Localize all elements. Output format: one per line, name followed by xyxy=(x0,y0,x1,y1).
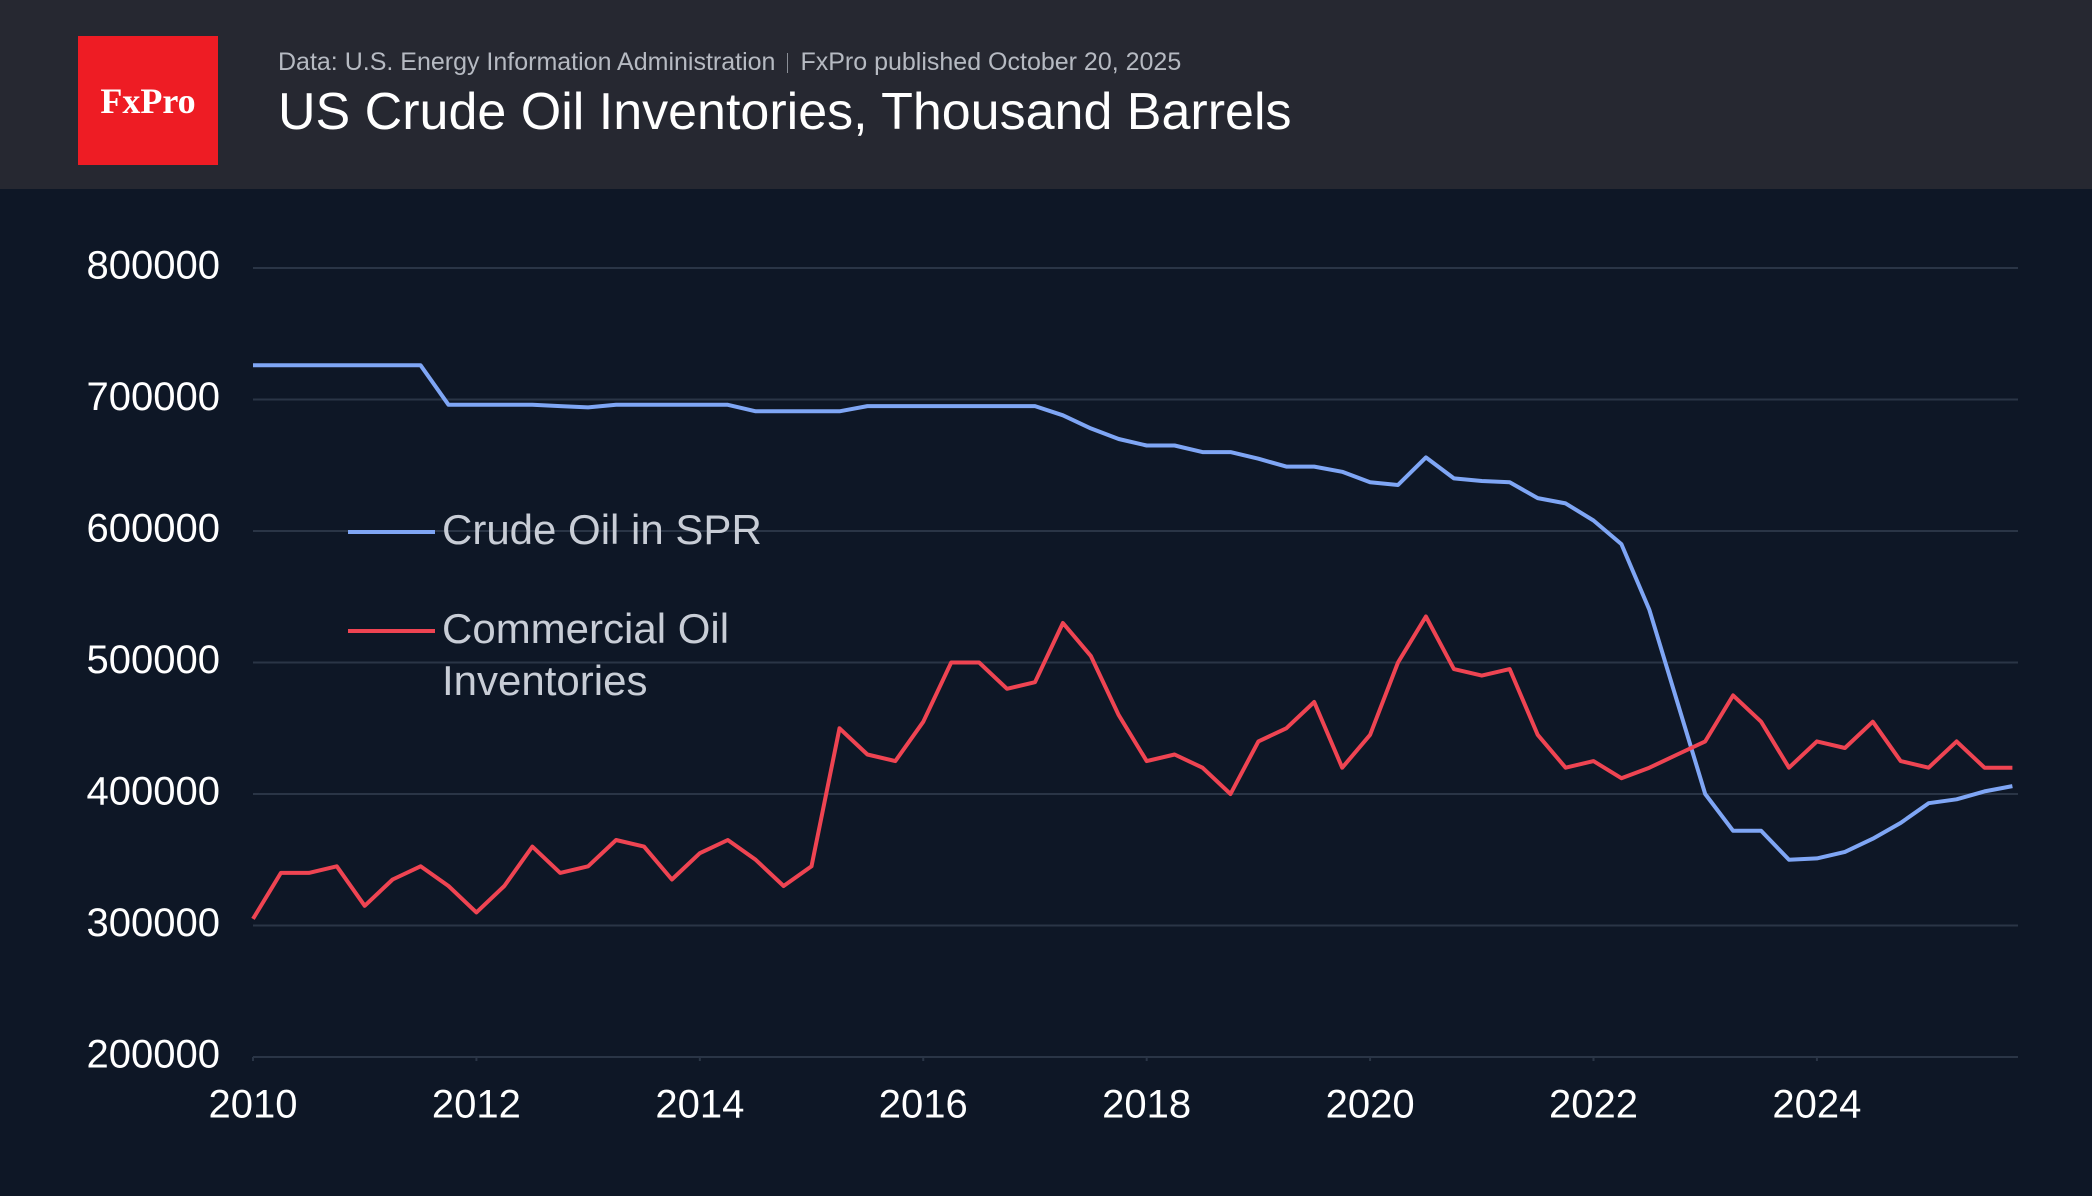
x-tick-label: 2014 xyxy=(655,1083,744,1127)
header: FxPro Data: U.S. Energy Information Admi… xyxy=(0,0,2092,189)
x-tick-label: 2012 xyxy=(432,1083,521,1127)
y-tick-label: 200000 xyxy=(87,1033,220,1077)
series-line xyxy=(251,614,2013,920)
published: FxPro published October 20, 2025 xyxy=(800,48,1182,76)
source-line: Data: U.S. Energy Information Administra… xyxy=(278,48,1181,77)
x-tick-label: 2010 xyxy=(209,1083,298,1127)
y-tick-label: 600000 xyxy=(87,507,220,551)
y-tick-label: 500000 xyxy=(87,638,220,682)
chart-title: US Crude Oil Inventories, Thousand Barre… xyxy=(278,83,1292,141)
logo: FxPro xyxy=(78,36,218,165)
x-tick-label: 2020 xyxy=(1326,1083,1415,1127)
separator xyxy=(787,53,789,74)
y-tick-label: 300000 xyxy=(87,901,220,945)
y-tick-label: 800000 xyxy=(87,244,220,288)
y-tick-label: 700000 xyxy=(87,375,220,419)
legend-label: Commercial Oil Inventories xyxy=(442,605,730,704)
source: Data: U.S. Energy Information Administra… xyxy=(278,48,776,76)
y-tick-label: 400000 xyxy=(87,770,220,814)
series-line xyxy=(253,363,2013,862)
x-tick-label: 2024 xyxy=(1772,1083,1861,1127)
x-tick-label: 2018 xyxy=(1102,1083,1191,1127)
x-tick-label: 2016 xyxy=(879,1083,968,1127)
x-tick-label: 2022 xyxy=(1549,1083,1638,1127)
legend-label: Crude Oil in SPR xyxy=(442,506,762,553)
